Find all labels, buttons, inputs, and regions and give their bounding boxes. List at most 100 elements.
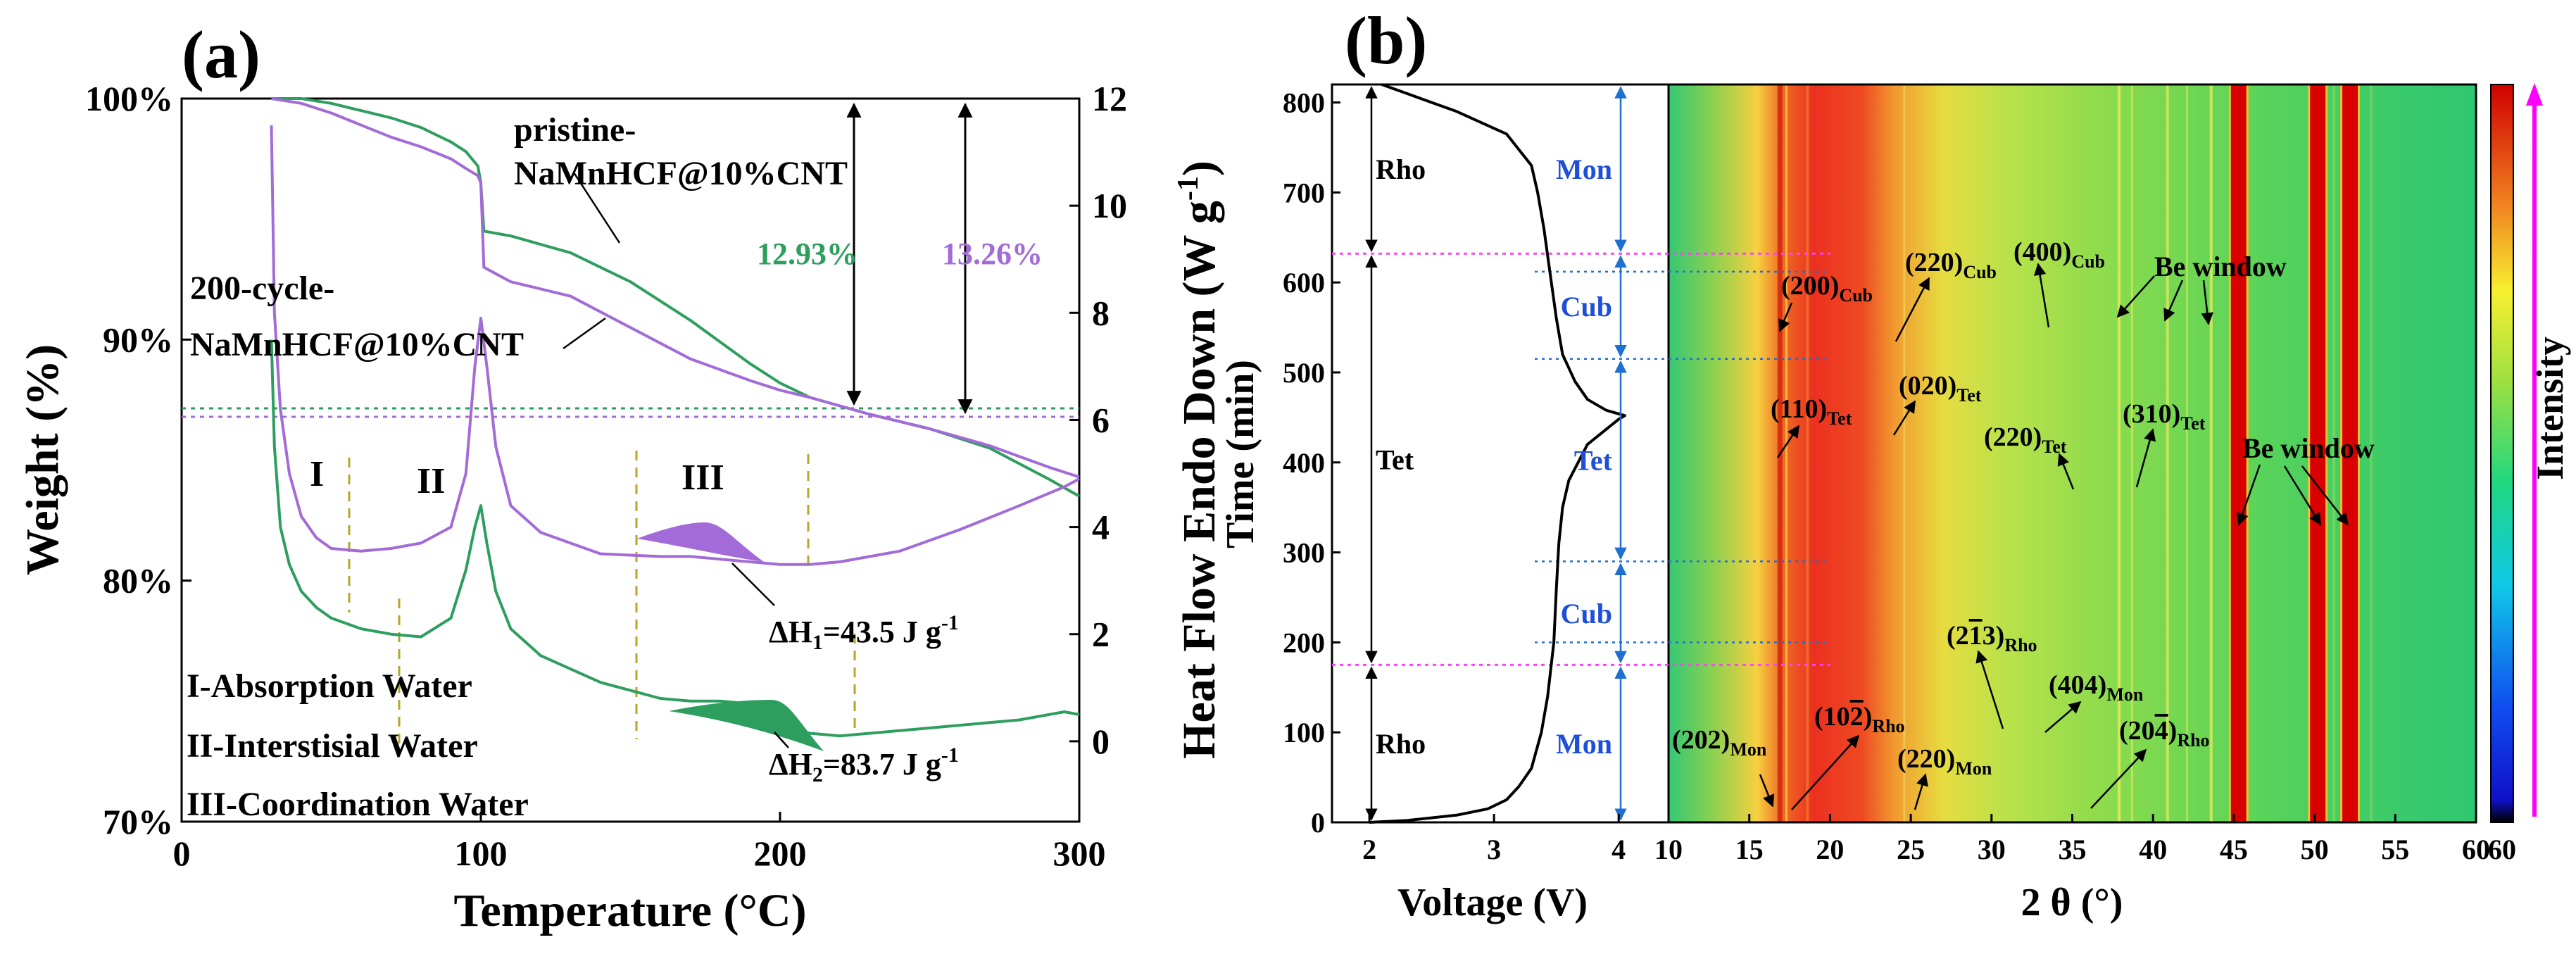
be-window-label-top: Be window [2154, 251, 2287, 282]
phase-left-label-1: Tet [1376, 444, 1414, 475]
arrow-220-mon [1914, 773, 1928, 810]
phase-right-label-4: Mon [1556, 153, 1612, 185]
time-ytick-label-8: 800 [1283, 87, 1325, 119]
arrow-020-tet [1892, 400, 1916, 436]
phase-right-label-2: Tet [1574, 445, 1613, 477]
heatmap-xtick-label-6: 40 [2139, 834, 2167, 865]
panel-a-curves [270, 97, 1080, 738]
heatmap-bright-line-edge-l-2 [2340, 84, 2343, 822]
heatmap-xtick-label-10: 60 [2462, 834, 2490, 865]
purple-percent-label: 13.26% [942, 237, 1043, 271]
panel-a-axes: 0 100 200 300 70% 80% 90% 100% 0 2 4 6 8 10 12 [85, 79, 1127, 873]
peak-label-202-mon: (202)Mon [1672, 725, 1767, 760]
dh2-shaded-area [669, 700, 824, 751]
peak-label-404-mon: (404)Mon [2049, 670, 2144, 705]
time-ytick-label-7: 700 [1283, 177, 1325, 208]
heatmap-bright-line-edge-r-0 [2246, 84, 2249, 822]
a-xtick-label-1: 100 [455, 834, 508, 873]
panel-a-xlabel: Temperature (°C) [453, 885, 806, 936]
voltage-xtick-label-0: 2 [1362, 834, 1376, 865]
panel-a-frame [180, 97, 1081, 823]
cycled-label-line1: 200-cycle- [190, 270, 334, 307]
panel-b-label: (b) [1345, 3, 1427, 78]
heatmap-faint-line-3 [1903, 84, 1906, 822]
pristine-label-line1: pristine- [514, 111, 636, 149]
time-ytick-label-1: 100 [1283, 717, 1325, 748]
a-ytick-right-label-1: 2 [1092, 615, 1110, 654]
heatmap-xtick-label-9: 55 [2381, 834, 2409, 865]
peak-label-20-4-rho: (204)Rho [2119, 716, 2210, 751]
region-label-1: I [310, 454, 324, 494]
arrow-be-window-2 [2163, 280, 2184, 322]
arrow-200-cub [1778, 302, 1793, 332]
pristine-label-pointer [572, 172, 621, 244]
voltage-plot-content: Rho Tet Rho Mon Cub Tet Cub Mon [1332, 83, 1830, 824]
a-xtick-label-3: 300 [1053, 834, 1106, 873]
time-ylabel: Time (min) [1219, 360, 1262, 548]
peak-label-200-cub: (200)Cub [1781, 271, 1873, 306]
green-percent-label: 12.93% [757, 237, 857, 271]
series-line-1 [271, 97, 1080, 479]
a-ytick-right-label-4: 8 [1092, 293, 1110, 332]
be-window-label-mid: Be window [2242, 432, 2375, 464]
a-ytick-right-label-5: 10 [1092, 186, 1127, 225]
a-ytick-left-label-0: 70% [103, 802, 173, 841]
region-label-3: III [681, 458, 724, 498]
heatmap-faint-line-4 [2118, 84, 2121, 822]
arrow-be-window-6 [2301, 465, 2349, 526]
time-ytick-label-4: 400 [1283, 447, 1325, 479]
time-ytick-label-3: 300 [1283, 537, 1325, 569]
time-ytick-label-6: 600 [1283, 267, 1325, 299]
heatmap-xtick-label-7: 45 [2220, 834, 2248, 865]
colorbar [2490, 84, 2514, 823]
heatmap-faint-line-9 [2332, 84, 2336, 822]
a-ytick-right-label-0: 0 [1092, 722, 1110, 761]
peak-label-220-cub: (220)Cub [1905, 248, 1997, 282]
arrow-be-window-3 [2201, 280, 2213, 325]
colorbar-tick-label: 60 [2488, 834, 2516, 865]
heatmap-faint-line-2 [1806, 84, 1809, 822]
phase-right-label-3: Cub [1561, 291, 1612, 322]
heatmap-xtick-label-1: 15 [1735, 834, 1764, 865]
heatmap-bright-line-edge-r-1 [2325, 84, 2328, 822]
peak-label-020-tet: (020)Tet [1899, 371, 1982, 406]
a-ytick-left-label-3: 100% [85, 79, 173, 118]
peak-label-220-mon: (220)Mon [1897, 744, 1992, 779]
phase-right-label-1: Cub [1561, 598, 1612, 629]
heatmap-bright-line-1 [2310, 84, 2326, 822]
dh2-label: ΔH2=83.7 J g-1 [769, 743, 959, 786]
heatmap-xtick-label-5: 35 [2059, 834, 2087, 865]
cycled-label-line2: NaMnHCF@10%CNT [190, 326, 524, 363]
time-ytick-label-0: 0 [1311, 807, 1325, 839]
arrow-202-mon [1759, 774, 1775, 808]
peak-label-2-13-rho: (213)Rho [1947, 621, 2037, 655]
pristine-label-line2: NaMnHCF@10%CNT [514, 155, 848, 192]
arrow-404-mon [2044, 701, 2082, 733]
heatmap-faint-line-1 [1785, 84, 1788, 822]
voltage-xtick-label-2: 4 [1611, 834, 1626, 865]
intensity-arrow-head [2526, 83, 2543, 106]
panel-b: (b) Rho Tet Rho Mon Cub Tet Cub Mon 0 100 200 300 4… [1219, 3, 2571, 924]
a-ytick-right-label-2: 4 [1092, 508, 1110, 547]
arrow-220-cub [1895, 277, 1930, 342]
legend-coordination-water: III-Coordination Water [187, 786, 529, 823]
heatmap-bright-line-edge-l-1 [2308, 84, 2311, 822]
heatmap-faint-line-6 [2166, 84, 2169, 822]
heatmap-faint-line-8 [2209, 84, 2213, 822]
heatmap-bright-line-edge-r-2 [2358, 84, 2361, 822]
time-ytick-label-5: 500 [1283, 357, 1325, 389]
series-line-2 [270, 339, 1080, 738]
panel-b-axes: 0 100 200 300 400 500 600 700 800 2 3 4 10 15 20 25 30 35… [1283, 87, 2516, 865]
phase-right-label-0: Mon [1556, 728, 1612, 760]
heatmap-xtick-label-0: 10 [1654, 834, 1683, 865]
legend-interstitial-water: II-Interstisial Water [187, 727, 478, 765]
phase-left-label-0: Rho [1376, 728, 1426, 760]
peak-pointer-arrows [1759, 263, 2349, 810]
heatmap-faint-line-10 [2369, 84, 2373, 822]
heatmap-xtick-label-3: 25 [1897, 834, 1925, 865]
heatmap-faint-line-5 [2130, 84, 2133, 822]
peak-label-10-2-rho: (102)Rho [1814, 702, 1905, 736]
arrow-110-tet [1776, 425, 1800, 458]
dh2-pointer [774, 732, 789, 748]
panel-a: (a) pristine- NaMnHCF@10%CNT 200-cycle- … [17, 17, 1225, 936]
